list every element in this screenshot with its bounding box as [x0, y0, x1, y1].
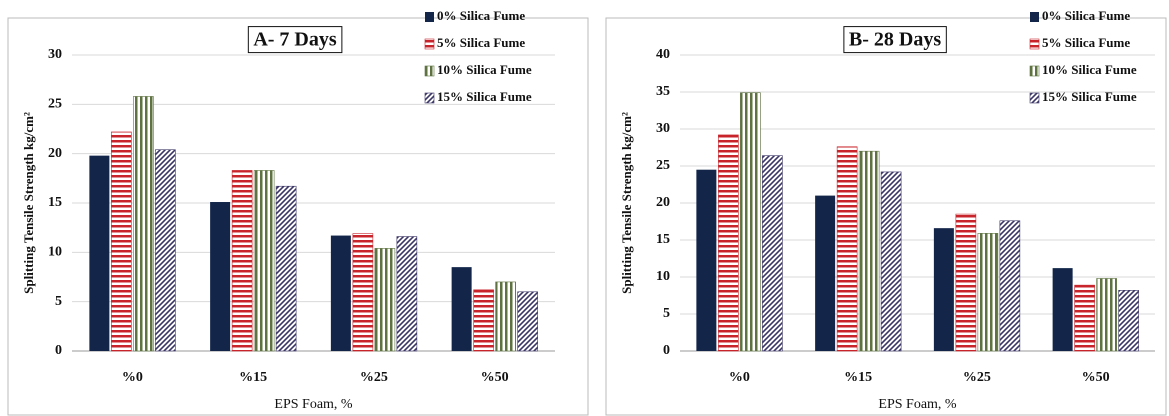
x-axis-label: EPS Foam, % — [878, 397, 957, 412]
legend-label: 0% Silica Fume — [437, 8, 525, 23]
y-tick-label: 40 — [656, 47, 670, 62]
x-tick-label: %0 — [729, 370, 750, 385]
bar — [1052, 268, 1073, 351]
bar — [253, 170, 275, 352]
legend-swatch — [1029, 38, 1040, 50]
bar — [815, 195, 836, 351]
bar — [352, 233, 374, 352]
legend-swatch — [425, 12, 434, 22]
bar — [495, 281, 516, 352]
bar — [762, 155, 783, 352]
y-axis-label: Splitting Tensile Strength kg/cm² — [619, 112, 634, 294]
y-tick-label: 15 — [656, 232, 670, 247]
legend-label: 15% Silica Fume — [437, 89, 532, 104]
bar — [836, 146, 858, 352]
bar — [1096, 278, 1117, 352]
bar — [858, 150, 880, 352]
bar — [880, 171, 902, 352]
x-tick-label: %25 — [360, 370, 388, 385]
y-tick-label: 25 — [48, 97, 62, 112]
legend-label: 0% Silica Fume — [1042, 8, 1130, 23]
bar — [396, 236, 418, 352]
legend-label: 15% Silica Fume — [1042, 89, 1137, 104]
title-box — [247, 26, 343, 54]
bar — [740, 92, 761, 352]
bar — [210, 202, 231, 351]
y-tick-label: 0 — [55, 343, 62, 358]
bar — [374, 248, 396, 352]
bar — [1118, 290, 1139, 352]
legend-swatch — [1029, 92, 1040, 104]
bar — [275, 185, 297, 352]
y-tick-label: 10 — [48, 245, 62, 260]
y-tick-label: 35 — [656, 84, 670, 99]
y-tick-label: 15 — [48, 195, 62, 210]
x-tick-label: %15 — [844, 370, 872, 385]
y-tick-label: 30 — [656, 121, 670, 136]
y-tick-label: 10 — [656, 269, 670, 284]
bar — [955, 213, 977, 352]
y-tick-label: 30 — [48, 47, 62, 62]
y-tick-label: 5 — [663, 306, 670, 321]
chart-title: A- 7 Days — [253, 29, 337, 51]
bar — [473, 289, 494, 352]
y-tick-label: 20 — [656, 195, 670, 210]
bar — [1074, 284, 1095, 352]
chart-title: B- 28 Days — [849, 29, 941, 51]
bar — [451, 267, 472, 351]
panel-frame — [7, 17, 589, 416]
x-tick-label: %50 — [481, 370, 509, 385]
x-tick-label: %15 — [239, 370, 267, 385]
bar — [155, 149, 176, 352]
bar — [330, 235, 351, 351]
bar — [231, 170, 253, 352]
x-axis-label: EPS Foam, % — [274, 397, 353, 412]
legend-label: 5% Silica Fume — [1042, 35, 1130, 50]
bar — [933, 228, 954, 351]
y-axis-label: Splitting Tensile Strength kg/cm² — [21, 112, 36, 294]
y-tick-label: 0 — [663, 343, 670, 358]
title-box — [843, 26, 947, 54]
bar — [133, 96, 154, 352]
legend-swatch — [1030, 12, 1039, 22]
legend-label: 10% Silica Fume — [437, 62, 532, 77]
bar — [718, 134, 739, 352]
legend-label: 10% Silica Fume — [1042, 62, 1137, 77]
y-tick-label: 5 — [55, 294, 62, 309]
x-tick-label: %25 — [963, 370, 991, 385]
legend-swatch — [424, 92, 435, 104]
bar — [977, 233, 999, 352]
bar — [999, 220, 1021, 352]
legend-swatch — [424, 65, 435, 77]
y-tick-label: 20 — [48, 146, 62, 161]
x-tick-label: %50 — [1082, 370, 1110, 385]
legend-swatch — [1029, 65, 1040, 77]
x-tick-label: %0 — [122, 370, 143, 385]
legend-label: 5% Silica Fume — [437, 35, 525, 50]
bar — [696, 169, 717, 351]
panel-frame — [605, 17, 1167, 416]
legend-swatch — [424, 38, 435, 50]
bar — [89, 155, 110, 351]
bar — [517, 291, 538, 352]
y-tick-label: 25 — [656, 158, 670, 173]
bar — [111, 131, 132, 352]
